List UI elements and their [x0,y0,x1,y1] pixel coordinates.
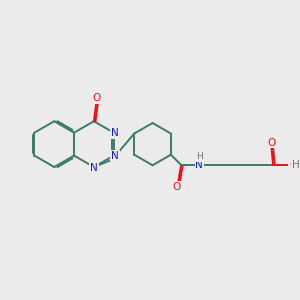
Text: O: O [289,160,297,170]
Text: N: N [111,128,119,138]
Text: H: H [196,152,203,161]
Text: N: N [90,164,98,173]
Text: O: O [172,182,181,192]
Text: H: H [292,160,299,170]
Text: H: H [196,152,203,161]
Text: O: O [267,138,276,148]
Text: O: O [267,138,276,148]
Text: O: O [172,182,181,192]
Text: N: N [196,160,203,170]
Text: N: N [90,164,98,173]
Text: N: N [111,151,119,160]
Text: H: H [292,160,299,170]
Text: O: O [93,93,101,103]
Text: O: O [93,93,101,103]
Text: N: N [111,151,119,160]
Text: N: N [111,128,119,138]
Text: O: O [289,160,297,170]
Text: N: N [196,160,203,170]
